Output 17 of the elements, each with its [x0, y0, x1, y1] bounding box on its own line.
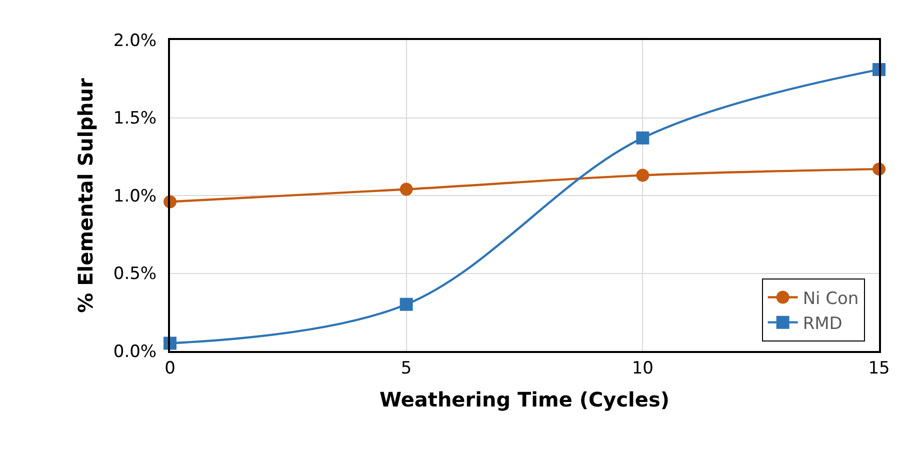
y-tick-label: 1.0%: [113, 186, 157, 206]
y-tick-label: 1.5%: [113, 108, 157, 129]
y-tick-label: 0.5%: [113, 264, 157, 284]
x-tick-label: 5: [400, 358, 412, 378]
point: [636, 168, 650, 182]
y-tick-label: 0.0%: [113, 342, 157, 362]
legend-label: Ni Con: [802, 288, 859, 309]
legend-label: RMD: [802, 314, 842, 334]
x-tick-label: 10: [632, 358, 654, 378]
x-axis-title: Weathering Time (Cycles): [379, 387, 670, 412]
y-tick-label: 2.0%: [113, 30, 157, 51]
point: [400, 298, 413, 311]
point: [400, 182, 413, 196]
point: [636, 131, 650, 144]
y-axis-title: % Elemental Sulphur: [73, 78, 98, 313]
x-tick-label: 0: [164, 358, 176, 378]
x-tick-label: 15: [868, 358, 890, 378]
